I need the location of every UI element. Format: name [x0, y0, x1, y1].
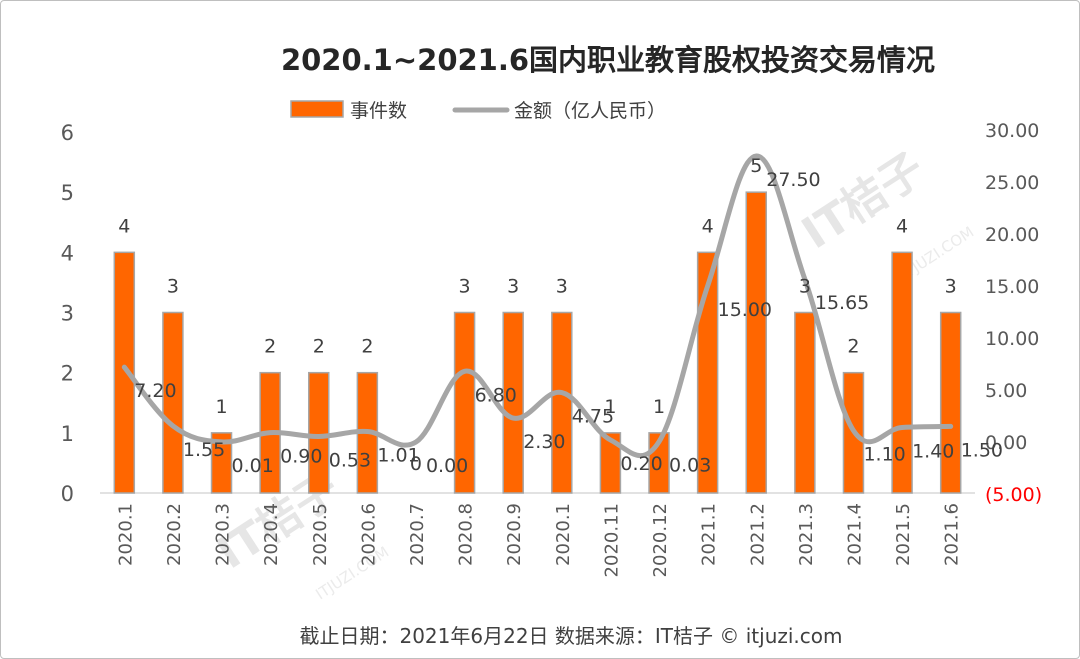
line-value-label: 0.90 — [280, 446, 322, 468]
x-tick-label: 2020.3 — [213, 503, 234, 566]
y-right-tick-label: 30.00 — [985, 120, 1039, 142]
y-left-tick-label: 0 — [61, 482, 74, 506]
y-right-tick-label: 20.00 — [985, 224, 1039, 246]
bar — [210, 432, 233, 494]
line-series — [121, 153, 954, 459]
bar — [453, 311, 476, 494]
line-value-label: 1.10 — [863, 444, 905, 466]
y-left-tick-label: 6 — [61, 121, 74, 145]
line-value-label: 0.03 — [669, 455, 711, 477]
axes: 0123456(5.00)0.005.0010.0015.0020.0025.0… — [61, 120, 1043, 577]
line-value-label: 7.20 — [134, 380, 176, 402]
y-left-tick-label: 5 — [61, 181, 74, 205]
bar — [939, 311, 962, 494]
x-tick-label: 2020.1 — [115, 503, 136, 566]
bar-value-label: 5 — [750, 155, 762, 177]
x-tick-label: 2020.6 — [358, 503, 379, 566]
bar-value-label: 3 — [556, 276, 568, 298]
bar-series — [113, 191, 962, 494]
bar-value-label: 3 — [167, 276, 179, 298]
bar-value-label: 2 — [313, 336, 325, 358]
bar-value-label: 3 — [507, 276, 519, 298]
legend: 事件数 金额（亿人民币） — [290, 100, 666, 122]
x-tick-label: 2021.6 — [942, 503, 963, 566]
y-left-tick-label: 1 — [61, 422, 74, 446]
line-value-label: 2.30 — [523, 431, 565, 453]
bar-value-label: 3 — [945, 276, 957, 298]
line-value-label: 1.40 — [912, 440, 954, 462]
bar — [696, 251, 719, 494]
bar-value-label: 0 — [410, 453, 422, 475]
legend-label-bar: 事件数 — [350, 100, 407, 122]
x-tick-label: 2020.4 — [261, 503, 282, 566]
bar — [599, 432, 622, 494]
legend-swatch-bar — [290, 100, 344, 118]
line-value-label: 1.55 — [183, 439, 225, 461]
chart-title: 2020.1~2021.6国内职业教育股权投资交易情况 — [281, 43, 935, 77]
bar-value-label: 2 — [847, 336, 859, 358]
y-left-tick-label: 3 — [61, 302, 74, 326]
data-labels: 4 3 1 2 2 2 0 3 3 3 1 1 4 5 3 2 4 3 7.20 1.55 0.01 0.90 0.53 1.… — [118, 155, 1003, 477]
bar-value-label: 1 — [604, 396, 616, 418]
x-tick-label: 2020.8 — [456, 503, 477, 566]
x-tick-label: 2021.5 — [893, 503, 914, 566]
bar — [551, 311, 573, 494]
line-value-label: 6.80 — [475, 384, 517, 406]
y-right-tick-label: 25.00 — [985, 172, 1039, 194]
line-value-label: 0.53 — [329, 449, 371, 471]
y-left-tick-label: 4 — [61, 241, 74, 265]
x-tick-label: 2020.12 — [650, 503, 671, 577]
line-value-label: 1.01 — [377, 444, 419, 466]
y-left-tick-label: 2 — [61, 362, 74, 386]
bar-value-label: 2 — [361, 336, 373, 358]
x-tick-label: 2020.9 — [504, 503, 525, 566]
line-value-label: 15.00 — [718, 299, 772, 321]
bar — [745, 191, 767, 494]
x-tick-label: 2020.5 — [310, 503, 331, 566]
x-tick-label: 2021.4 — [844, 503, 865, 566]
x-tick-label: 2020.7 — [407, 503, 428, 566]
line-value-label: 0.20 — [620, 453, 662, 475]
y-right-tick-label: 15.00 — [985, 276, 1039, 298]
line-value-label: 15.65 — [815, 292, 869, 314]
x-tick-label: 2020.1 — [553, 503, 574, 566]
bar — [308, 371, 330, 494]
y-right-tick-label: 0.00 — [985, 432, 1027, 454]
x-tick-label: 2021.2 — [747, 503, 768, 566]
bar — [794, 311, 816, 494]
bar-value-label: 3 — [799, 276, 811, 298]
bar-value-label: 3 — [459, 276, 471, 298]
bar — [502, 311, 524, 494]
bar-value-label: 1 — [215, 396, 227, 418]
bar-value-label: 4 — [702, 215, 714, 237]
bar-value-label: 2 — [264, 336, 276, 358]
line-value-label: 1.50 — [961, 439, 1003, 461]
y-right-tick-label: (5.00) — [985, 484, 1042, 506]
line-value-label: 0.01 — [232, 455, 274, 477]
bar — [891, 251, 913, 494]
x-tick-label: 2020.2 — [164, 503, 185, 566]
y-right-tick-label: 5.00 — [985, 380, 1027, 402]
bar-value-label: 4 — [118, 215, 130, 237]
line-value-label: 27.50 — [766, 169, 820, 191]
footer-source: 截止日期：2021年6月22日 数据来源：IT桔子 © itjuzi.com — [299, 624, 842, 648]
amount-line — [121, 153, 954, 459]
x-tick-label: 2021.1 — [699, 503, 720, 566]
bar — [162, 311, 184, 494]
watermark-brand-1: IT桔子 — [793, 143, 933, 259]
bar-value-label: 1 — [653, 396, 665, 418]
line-value-label: 4.75 — [572, 406, 614, 428]
y-right-tick-label: 10.00 — [985, 328, 1039, 350]
x-tick-label: 2020.11 — [601, 503, 622, 577]
x-tick-label: 2021.3 — [796, 503, 817, 566]
line-value-label: 0.00 — [426, 455, 468, 477]
bar — [113, 251, 136, 494]
legend-label-line: 金额（亿人民币） — [514, 100, 666, 122]
bar-value-label: 4 — [896, 215, 908, 237]
